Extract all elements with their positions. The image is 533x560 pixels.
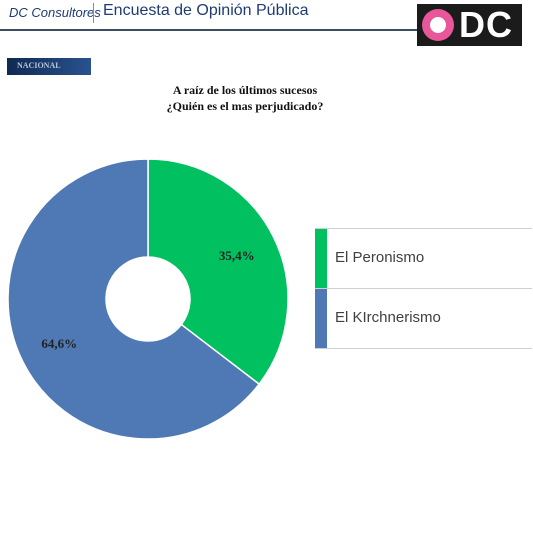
brand-name: DC Consultores — [9, 5, 101, 20]
data-label-el-kirchnerismo: 64,6% — [41, 336, 77, 351]
data-label-el-peronismo: 35,4% — [219, 248, 255, 263]
donut-chart: 35,4% 64,6% — [7, 158, 289, 440]
slice-el-kirchnerismo — [7, 158, 261, 440]
logo-text: DC — [459, 4, 513, 45]
legend-swatch-kirchnerismo — [315, 289, 327, 348]
legend-item-peronismo: El Peronismo — [315, 228, 532, 289]
header-divider — [93, 3, 94, 23]
section-tag: NACIONAL — [7, 58, 91, 75]
section-tag-label: NACIONAL — [17, 61, 61, 70]
legend-label-peronismo: El Peronismo — [335, 249, 425, 266]
header-rule — [0, 29, 417, 31]
chart-title-line-2: ¿Quién es el mas perjudicado? — [166, 99, 324, 113]
header: DC Consultores Encuesta de Opinión Públi… — [0, 0, 533, 50]
odc-logo: DC — [417, 4, 522, 46]
chart-title: A raíz de los últimos sucesos ¿Quién es … — [120, 82, 370, 114]
survey-title: Encuesta de Opinión Pública — [103, 2, 309, 19]
legend-label-kirchnerismo: El KIrchnerismo — [335, 309, 441, 326]
legend-swatch-peronismo — [315, 229, 327, 288]
legend: El Peronismo El KIrchnerismo — [315, 228, 532, 349]
logo-o-icon — [422, 9, 454, 41]
slice-el-peronismo — [147, 158, 289, 386]
legend-item-kirchnerismo: El KIrchnerismo — [315, 289, 532, 349]
chart-title-line-1: A raíz de los últimos sucesos — [172, 83, 318, 97]
